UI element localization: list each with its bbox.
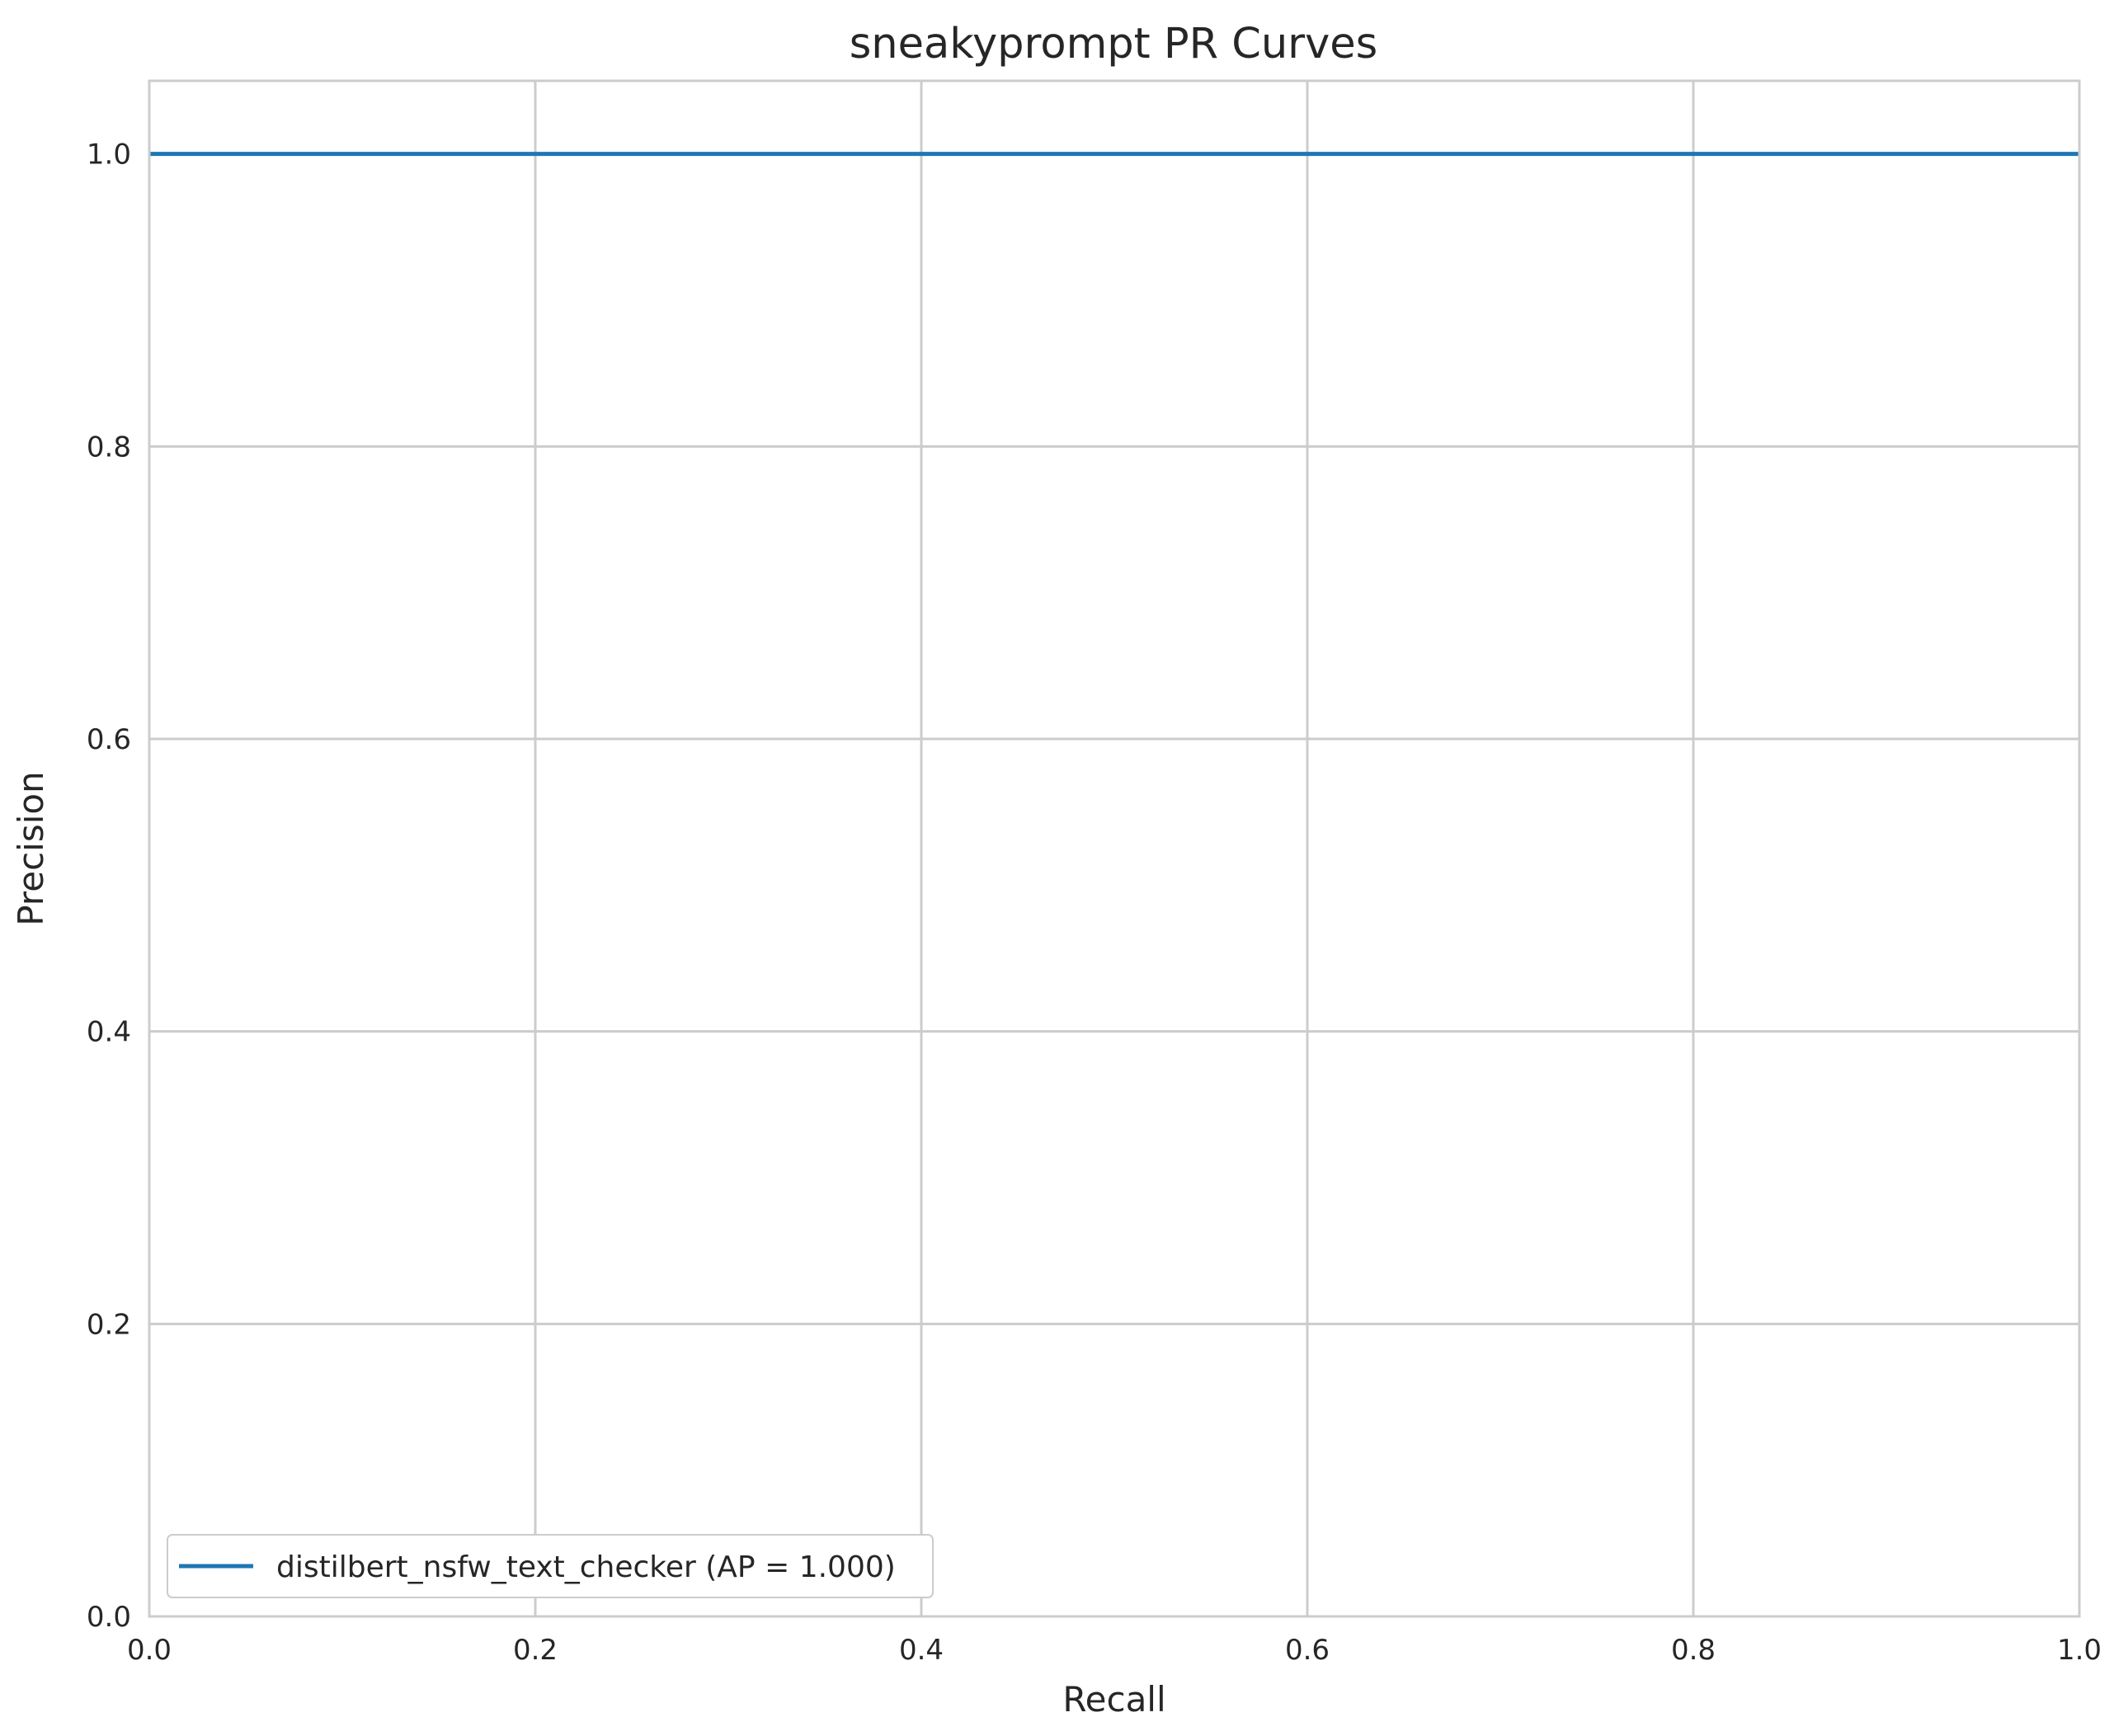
legend: distilbert_nsfw_text_checker (AP = 1.000… xyxy=(167,1534,934,1598)
y-axis-ticks: 0.0 0.2 0.4 0.6 0.8 1.0 xyxy=(87,139,131,1634)
x-tick-label: 0.6 xyxy=(1285,1634,1330,1667)
y-tick-label: 0.8 xyxy=(87,430,131,463)
y-axis-label: Precision xyxy=(11,771,51,925)
x-tick-label: 0.2 xyxy=(513,1634,558,1667)
plot-frame xyxy=(148,79,2081,1618)
x-tick-label: 0.4 xyxy=(899,1634,944,1667)
x-tick-label: 0.0 xyxy=(127,1634,172,1667)
y-tick-label: 0.6 xyxy=(87,723,131,756)
legend-label: distilbert_nsfw_text_checker (AP = 1.000… xyxy=(276,1550,896,1584)
y-tick-label: 0.4 xyxy=(87,1016,131,1049)
y-tick-label: 0.2 xyxy=(87,1308,131,1341)
x-tick-label: 0.8 xyxy=(1671,1634,1716,1667)
chart-title: sneakyprompt PR Curves xyxy=(850,20,1378,68)
legend-box xyxy=(167,1534,934,1598)
y-tick-label: 0.0 xyxy=(87,1601,131,1634)
y-tick-label: 1.0 xyxy=(87,139,131,172)
plot-area xyxy=(148,79,2081,1618)
x-axis-label: Recall xyxy=(1062,1679,1165,1720)
x-tick-label: 1.0 xyxy=(2057,1634,2102,1667)
x-axis-ticks: 0.0 0.2 0.4 0.6 0.8 1.0 xyxy=(127,1634,2102,1667)
plot-background xyxy=(149,81,2079,1616)
